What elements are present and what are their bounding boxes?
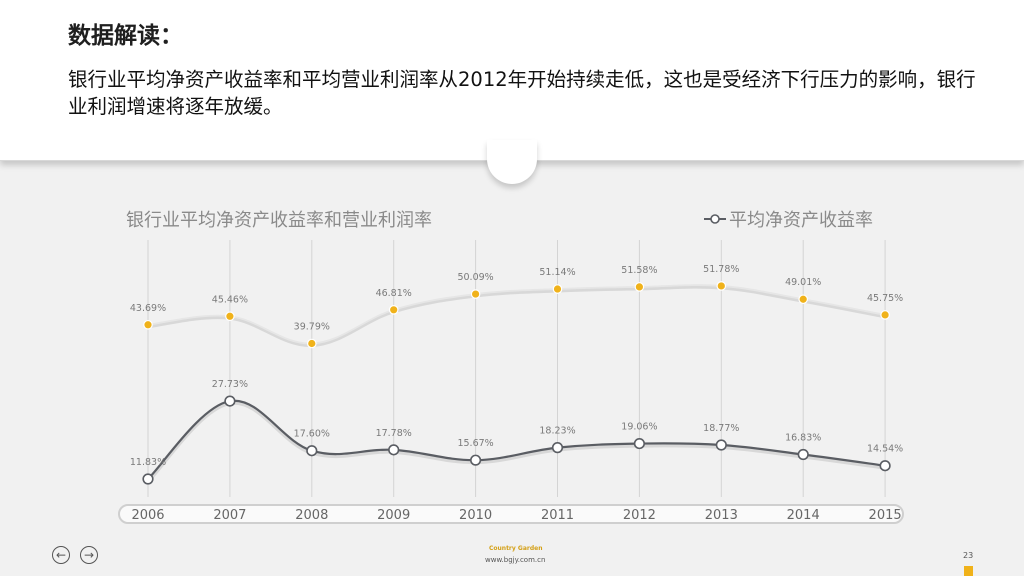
header-notch bbox=[487, 140, 537, 184]
prev-page-button[interactable]: ← bbox=[52, 546, 70, 564]
data-label: 18.77% bbox=[703, 423, 739, 434]
series-line bbox=[147, 399, 886, 480]
data-point bbox=[388, 444, 400, 456]
data-point bbox=[552, 284, 563, 294]
x-tick-label: 2006 bbox=[131, 508, 164, 523]
series-line-shadow bbox=[147, 285, 886, 348]
data-point bbox=[470, 289, 481, 299]
x-tick-label: 2011 bbox=[541, 508, 574, 523]
header-panel bbox=[0, 0, 1024, 161]
chart-title: 银行业平均净资产收益率和营业利润率 bbox=[126, 210, 432, 231]
data-point bbox=[306, 445, 318, 457]
data-label: 17.78% bbox=[376, 428, 412, 439]
page-title: 数据解读： bbox=[68, 23, 183, 49]
data-point bbox=[716, 281, 727, 291]
x-tick-label: 2010 bbox=[459, 508, 492, 523]
data-point bbox=[715, 439, 727, 451]
data-point bbox=[470, 454, 482, 466]
data-point bbox=[306, 338, 317, 349]
data-label: 49.01% bbox=[785, 277, 821, 288]
data-label: 51.58% bbox=[621, 265, 657, 276]
legend-label: 平均净资产收益率 bbox=[729, 210, 873, 231]
data-point bbox=[551, 442, 564, 454]
x-tick-label: 2007 bbox=[213, 508, 246, 523]
legend-line-marker-icon bbox=[704, 214, 726, 224]
data-point bbox=[224, 395, 236, 407]
data-label: 15.67% bbox=[457, 438, 493, 449]
data-point bbox=[797, 448, 809, 461]
data-point bbox=[798, 294, 808, 305]
data-point bbox=[634, 282, 645, 292]
data-point bbox=[143, 319, 153, 330]
page-marker bbox=[964, 566, 973, 576]
x-axis-bar bbox=[118, 504, 904, 524]
chart-legend: 平均净资产收益率 bbox=[704, 206, 873, 232]
x-tick-label: 2009 bbox=[377, 508, 410, 523]
data-label: 51.78% bbox=[703, 264, 739, 275]
data-label: 43.69% bbox=[130, 303, 166, 314]
arrow-right-icon: → bbox=[83, 548, 95, 562]
data-point bbox=[880, 310, 890, 320]
data-label: 46.81% bbox=[376, 288, 412, 299]
data-point bbox=[225, 311, 235, 322]
page-number: 23 bbox=[963, 551, 974, 560]
next-page-button[interactable]: → bbox=[80, 546, 98, 564]
data-label: 39.79% bbox=[294, 322, 330, 333]
data-label: 19.06% bbox=[621, 422, 657, 433]
series-line-shadow bbox=[146, 400, 886, 483]
data-label: 50.09% bbox=[457, 272, 493, 283]
series-line bbox=[147, 284, 886, 345]
data-label: 16.83% bbox=[785, 433, 821, 444]
data-point bbox=[633, 437, 646, 450]
data-label: 14.54% bbox=[867, 444, 903, 455]
x-tick-label: 2008 bbox=[295, 508, 328, 523]
arrow-left-icon: ← bbox=[55, 548, 67, 562]
footer-url: www.bgjy.com.cn bbox=[485, 556, 546, 564]
footer-brand: Country Garden bbox=[489, 545, 543, 552]
data-label: 45.46% bbox=[212, 294, 248, 305]
data-label: 51.14% bbox=[539, 267, 575, 278]
data-point bbox=[142, 473, 154, 485]
x-tick-label: 2013 bbox=[705, 508, 738, 523]
data-point bbox=[879, 460, 891, 472]
data-label: 18.23% bbox=[539, 426, 575, 437]
data-label: 45.75% bbox=[867, 293, 903, 304]
data-label: 17.60% bbox=[294, 429, 330, 440]
data-point bbox=[388, 305, 399, 315]
summary-paragraph: 银行业平均净资产收益率和平均营业利润率从2012年开始持续走低，这也是受经济下行… bbox=[68, 68, 976, 118]
x-tick-label: 2014 bbox=[787, 508, 820, 523]
x-tick-label: 2012 bbox=[623, 508, 656, 523]
data-label: 27.73% bbox=[212, 379, 248, 390]
x-tick-label: 2015 bbox=[869, 508, 902, 523]
data-label: 11.83% bbox=[130, 457, 166, 468]
